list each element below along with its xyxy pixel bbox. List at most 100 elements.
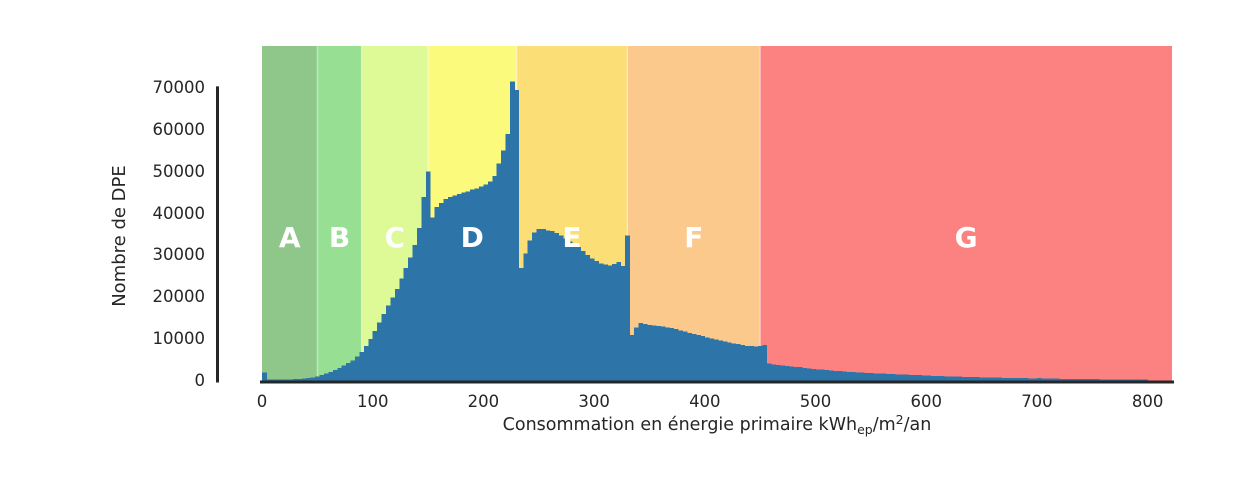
- histogram-bar: [1063, 378, 1069, 381]
- histogram-bar: [961, 376, 967, 381]
- histogram-bar: [399, 278, 405, 381]
- histogram-bar: [633, 327, 639, 381]
- histogram-bar: [775, 364, 781, 381]
- histogram-bar: [540, 228, 546, 381]
- histogram-bar: [974, 377, 980, 381]
- histogram-bar: [1138, 379, 1144, 381]
- histogram-bar: [753, 346, 759, 381]
- histogram-bar: [279, 379, 285, 381]
- histogram-bar: [580, 251, 586, 381]
- histogram-bar: [527, 240, 533, 381]
- y-axis-title: Nombre de DPE: [109, 165, 130, 307]
- histogram-bar: [780, 365, 785, 381]
- histogram-bar: [983, 377, 989, 381]
- histogram-bar: [492, 175, 498, 381]
- histogram-bar: [381, 314, 387, 381]
- histogram-bar: [766, 363, 772, 381]
- histogram-bar: [461, 192, 467, 381]
- histogram-bar: [735, 344, 741, 381]
- histogram-bar: [819, 369, 825, 381]
- histogram-bar: [571, 243, 577, 381]
- histogram-bar: [514, 89, 520, 381]
- x-axis-title-superscript: 2: [895, 412, 904, 427]
- histogram-bar: [1050, 378, 1055, 381]
- x-axis-title: Consommation en énergie primaire kWhep/m…: [262, 412, 1172, 437]
- histogram-bar: [598, 263, 604, 381]
- histogram-bar: [797, 367, 803, 381]
- band-letter-F: F: [684, 221, 703, 254]
- histogram-bar: [607, 265, 613, 382]
- histogram-bar: [855, 372, 861, 381]
- x-tick-label: 0: [256, 392, 268, 411]
- histogram-bar: [1076, 379, 1082, 381]
- band-letter-G: G: [955, 221, 978, 254]
- histogram-bar: [921, 375, 927, 381]
- histogram-bar: [811, 368, 816, 381]
- histogram-bar: [642, 324, 648, 381]
- band-A: [262, 46, 318, 381]
- histogram-bar: [793, 366, 799, 381]
- histogram-bar: [346, 363, 351, 381]
- x-tick-label: 200: [467, 392, 500, 411]
- histogram-bar: [1014, 378, 1020, 381]
- histogram-bar: [948, 376, 954, 381]
- histogram-bar: [434, 207, 440, 381]
- histogram-bar: [788, 366, 794, 381]
- histogram-bar: [611, 263, 617, 381]
- x-axis-title-text3: /an: [903, 415, 932, 435]
- histogram-bar: [430, 217, 436, 381]
- histogram-bar: [722, 341, 728, 381]
- histogram-bar: [616, 262, 622, 381]
- histogram-bar: [815, 369, 821, 381]
- histogram-bar: [687, 332, 692, 381]
- y-tick-label: 0: [194, 371, 206, 390]
- histogram-bar: [275, 379, 281, 381]
- histogram-bar: [647, 324, 653, 381]
- band-letter-D: D: [461, 221, 484, 254]
- histogram-bar: [297, 378, 303, 381]
- histogram-bar: [594, 261, 599, 381]
- histogram-bar: [762, 344, 768, 381]
- histogram-bar: [425, 171, 431, 382]
- y-tick-label: 50000: [152, 161, 206, 181]
- histogram-bar: [864, 372, 870, 381]
- histogram-bar: [350, 360, 356, 381]
- histogram-bar: [988, 377, 994, 381]
- y-tick-label: 30000: [152, 245, 206, 265]
- histogram-bar: [421, 196, 427, 381]
- histogram-bar: [536, 228, 542, 381]
- histogram-bar: [850, 372, 856, 381]
- histogram-bar: [1045, 378, 1051, 381]
- histogram-bar: [385, 305, 391, 382]
- histogram-bar: [997, 377, 1002, 381]
- histogram-bar: [1143, 379, 1148, 381]
- histogram-bar: [726, 342, 732, 382]
- histogram-bar: [718, 340, 723, 381]
- histogram-bar: [1090, 379, 1095, 381]
- histogram-bar: [806, 368, 812, 381]
- histogram-bar: [301, 378, 307, 381]
- band-B: [317, 46, 362, 381]
- histogram-bar: [1112, 379, 1117, 381]
- histogram-bar: [1019, 378, 1025, 381]
- histogram-bar: [890, 374, 896, 381]
- histogram-bar: [625, 235, 630, 381]
- histogram-bar: [589, 258, 595, 381]
- histogram-bar: [341, 365, 347, 381]
- histogram-bar: [390, 297, 396, 381]
- histogram-bar: [1028, 378, 1033, 381]
- histogram-bar: [377, 322, 382, 382]
- band-boundary-E: [626, 46, 628, 381]
- histogram-bar: [363, 346, 369, 381]
- histogram-bar: [979, 377, 985, 381]
- histogram-bar: [704, 337, 710, 381]
- histogram-bar: [403, 267, 409, 381]
- histogram-bar: [416, 228, 422, 381]
- histogram-bar: [802, 367, 808, 381]
- histogram-bar: [673, 329, 679, 381]
- histogram-bar: [262, 372, 267, 382]
- x-axis-title-text: Consommation en énergie primaire kWh: [502, 415, 858, 435]
- histogram-bar: [912, 375, 918, 381]
- histogram-bar: [1121, 379, 1126, 381]
